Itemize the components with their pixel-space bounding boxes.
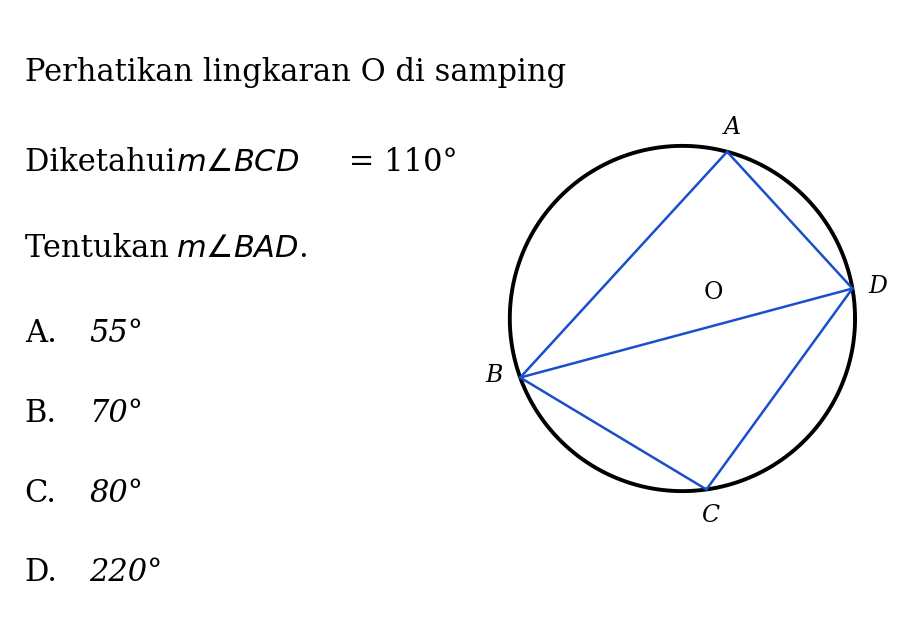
Text: D: D xyxy=(868,275,888,298)
Text: = 110°: = 110° xyxy=(339,147,457,178)
Text: $m\angle BAD$.: $m\angle BAD$. xyxy=(176,233,307,264)
Text: 70°: 70° xyxy=(89,398,143,429)
Text: Perhatikan lingkaran O di samping: Perhatikan lingkaran O di samping xyxy=(25,57,566,89)
Text: A: A xyxy=(724,116,741,139)
Text: Tentukan: Tentukan xyxy=(25,233,179,264)
Text: B.: B. xyxy=(25,398,57,429)
Text: B: B xyxy=(485,364,503,387)
Text: Diketahui: Diketahui xyxy=(25,147,185,178)
Text: $m\angle BCD$: $m\angle BCD$ xyxy=(176,147,299,178)
Text: O: O xyxy=(703,281,724,304)
Text: C: C xyxy=(701,504,719,527)
Text: 55°: 55° xyxy=(89,318,143,350)
Text: 80°: 80° xyxy=(89,478,143,509)
Text: D.: D. xyxy=(25,557,58,589)
Text: C.: C. xyxy=(25,478,57,509)
Text: 220°: 220° xyxy=(89,557,162,589)
Text: A.: A. xyxy=(25,318,57,350)
